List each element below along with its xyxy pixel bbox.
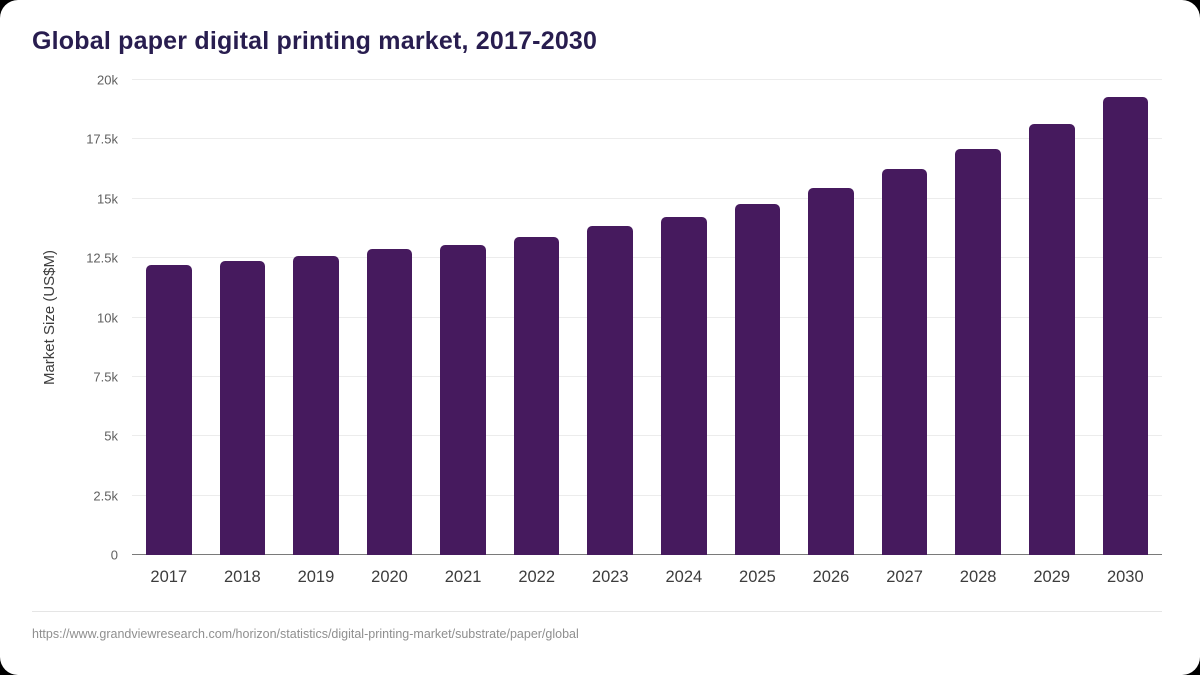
gridline <box>132 197 1162 199</box>
gridline <box>132 494 1162 496</box>
bar-chart: Market Size (US$M) 0 2.5k 5k 7.5k 10k 12.5k 15… <box>32 73 1162 601</box>
x-tick-label: 2017 <box>150 568 188 586</box>
x-tick-label: 2018 <box>224 568 261 586</box>
bar-column <box>647 80 721 555</box>
plot-area <box>132 79 1162 555</box>
y-tick-label: 10k <box>97 310 118 325</box>
source-footer: https://www.grandviewresearch.com/horizo… <box>32 611 1162 675</box>
bar-column <box>721 80 795 555</box>
bar-column <box>279 80 353 555</box>
bar-2028 <box>955 148 1001 555</box>
gridline <box>132 435 1162 437</box>
gridline <box>132 138 1162 140</box>
bar-2018 <box>219 260 266 555</box>
bar-2019 <box>293 255 339 555</box>
y-axis-title: Market Size (US$M) <box>32 80 66 555</box>
y-tick-label: 0 <box>110 547 118 563</box>
x-tick-label: 2023 <box>591 568 629 586</box>
bar-column <box>794 80 868 555</box>
gridline <box>132 375 1162 377</box>
y-tick-label: 2.5k <box>93 488 118 504</box>
y-tick-label: 12.5k <box>86 250 118 266</box>
x-tick-label: 2025 <box>739 568 776 586</box>
gridline <box>132 316 1162 318</box>
bar-2026 <box>808 188 854 555</box>
bar-column <box>1089 80 1163 555</box>
bar-2030 <box>1102 96 1149 555</box>
bar-column <box>573 80 647 555</box>
bar-column <box>941 80 1015 555</box>
bar-column <box>206 80 280 555</box>
x-axis-baseline <box>132 554 1162 555</box>
gridline <box>132 257 1162 259</box>
y-tick-label: 17.5k <box>86 131 118 147</box>
x-tick-label: 2024 <box>665 568 703 586</box>
bar-2025 <box>734 203 781 555</box>
bars-container <box>132 80 1162 555</box>
y-tick-label: 15k <box>97 191 118 207</box>
bar-2021 <box>440 245 486 555</box>
x-tick-label: 2027 <box>886 568 923 586</box>
x-tick-label: 2030 <box>1106 568 1144 586</box>
x-tick-label: 2022 <box>518 568 556 586</box>
x-tick-label: 2026 <box>812 568 850 586</box>
y-tick-label: 7.5k <box>93 369 118 385</box>
bar-2020 <box>366 248 413 555</box>
y-tick-label: 20k <box>97 72 118 88</box>
bar-2027 <box>881 169 928 555</box>
x-axis-labels: 2017 2018 2019 2020 2021 2022 2023 2024 2025 2026… <box>132 555 1162 601</box>
x-tick-label: 2028 <box>959 568 997 586</box>
x-tick-label: 2021 <box>444 568 482 586</box>
bar-column <box>132 80 206 555</box>
bar-column <box>500 80 574 555</box>
bar-2024 <box>661 216 707 555</box>
bar-column <box>868 80 942 555</box>
bar-column <box>1015 80 1089 555</box>
y-tick-label: 5k <box>104 428 118 444</box>
y-axis-ticks: 0 2.5k 5k 7.5k 10k 12.5k 15k 17.5k 20k <box>66 73 132 563</box>
bar-2022 <box>513 236 560 555</box>
x-tick-label: 2019 <box>297 568 335 586</box>
y-axis-title-text: Market Size (US$M) <box>40 249 58 386</box>
bar-column <box>426 80 500 555</box>
x-tick-label: 2020 <box>371 568 408 586</box>
bar-column <box>353 80 427 555</box>
gridline <box>132 79 1162 80</box>
source-url: https://www.grandviewresearch.com/horizo… <box>32 627 579 641</box>
bar-2023 <box>587 226 634 555</box>
bar-2029 <box>1028 123 1075 555</box>
chart-title: Global paper digital printing market, 20… <box>32 27 598 55</box>
bar-2017 <box>145 265 192 555</box>
x-tick-label: 2029 <box>1033 568 1071 586</box>
